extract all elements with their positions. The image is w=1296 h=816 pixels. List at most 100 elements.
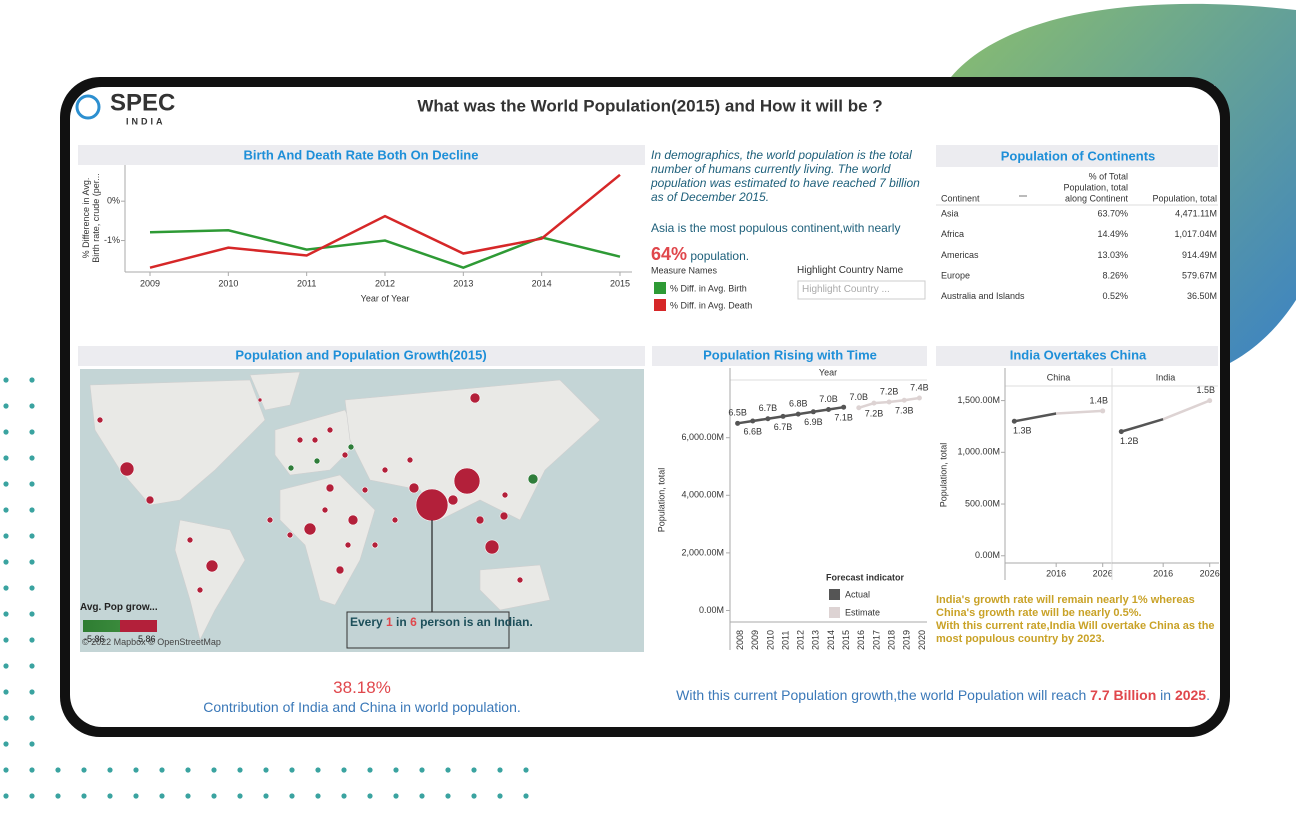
- dot: [445, 767, 451, 773]
- value-label: 6.8B: [789, 398, 808, 408]
- value-label: 7.4B: [910, 382, 929, 392]
- bubble: [296, 436, 304, 444]
- highlight: 7.7 Billion: [1090, 687, 1157, 703]
- dot: [29, 429, 35, 435]
- dot: [3, 663, 9, 669]
- x-tick-label: 2010: [218, 278, 238, 288]
- bubble: [406, 456, 414, 464]
- x-tick-label: 2011: [297, 278, 316, 288]
- legend-max: 5.86: [138, 634, 156, 644]
- value-label: 7.0B: [850, 392, 869, 402]
- point: [886, 399, 892, 405]
- legend-label: % Diff. in Avg. Death: [670, 300, 752, 310]
- point: [810, 409, 816, 415]
- dot: [29, 715, 35, 721]
- x-tick-label: 2009: [140, 278, 160, 288]
- legend-swatch: [654, 282, 666, 294]
- x-tick-label: 2026: [1093, 568, 1113, 578]
- y-tick-label: 0%: [107, 196, 120, 206]
- search-box[interactable]: [797, 280, 926, 300]
- bubble: [347, 443, 355, 451]
- text: .: [1206, 687, 1210, 703]
- bubble: [391, 516, 399, 524]
- x-tick-label: 2011: [780, 631, 790, 650]
- dot: [81, 793, 87, 799]
- table-cell: 14.49%: [1097, 229, 1128, 239]
- highlight: 6: [410, 615, 417, 629]
- x-tick-label: 2020: [917, 630, 927, 650]
- y-axis-label-line: Birth rate, crude (per...: [91, 173, 101, 263]
- x-tick-label: 2016: [1153, 568, 1173, 578]
- dot: [29, 585, 35, 591]
- y-tick-label: 6,000.00M: [681, 432, 724, 442]
- x-tick-label: 2014: [826, 630, 836, 650]
- dot: [185, 793, 191, 799]
- column-header: Population, total: [1152, 193, 1217, 203]
- value-label: 6.7B: [774, 422, 793, 432]
- bubble: [415, 488, 449, 522]
- x-tick-label: 2014: [532, 278, 552, 288]
- dot: [3, 611, 9, 617]
- series-line: [1014, 412, 1057, 423]
- bubble: [469, 392, 481, 404]
- dot: [29, 741, 35, 747]
- bubble: [286, 531, 294, 539]
- note-line: India's growth rate will remain nearly 1…: [936, 594, 1195, 619]
- dot: [341, 793, 347, 799]
- bubble: [326, 426, 334, 434]
- dot: [29, 507, 35, 513]
- legend-swatch: [654, 299, 666, 311]
- chart-title: Birth And Death Rate Both On Decline: [244, 147, 479, 162]
- dot: [55, 767, 61, 773]
- bubble: [145, 495, 155, 505]
- callout-text: Every 1 in 6 person is an Indian.: [350, 615, 533, 630]
- panel-header: [78, 346, 645, 366]
- table-cell: 13.03%: [1097, 250, 1128, 260]
- panel-header: [936, 346, 1218, 366]
- x-tick-label: 2013: [811, 630, 821, 650]
- bubble: [311, 436, 319, 444]
- dot: [29, 377, 35, 383]
- page-title: What was the World Population(2015) and …: [417, 96, 882, 115]
- legend-title: Measure Names: [651, 265, 718, 275]
- table-title: Population of Continents: [1001, 148, 1156, 163]
- series-line: [149, 173, 621, 269]
- dot: [159, 793, 165, 799]
- text: in: [392, 615, 411, 629]
- point: [871, 400, 877, 406]
- dot: [263, 793, 269, 799]
- x-tick-label: 2017: [871, 630, 881, 650]
- asia-text: Asia is the most populous continent,with…: [651, 221, 901, 235]
- dot: [29, 403, 35, 409]
- panel-title: Population and Population Growth(2015): [235, 347, 486, 362]
- legend-gradient: [83, 620, 157, 632]
- dot: [3, 481, 9, 487]
- dot: [3, 585, 9, 591]
- dot: [29, 481, 35, 487]
- y-axis-label-line: % Difference in Avg.: [81, 178, 91, 259]
- bubble: [447, 494, 459, 506]
- y-tick-label: 4,000.00M: [681, 490, 724, 500]
- panel-header: [652, 346, 927, 366]
- chart-title: Population Rising with Time: [703, 347, 877, 362]
- text: With this current Population growth,the …: [676, 687, 1091, 703]
- dot: [3, 715, 9, 721]
- search-placeholder[interactable]: Highlight Country ...: [802, 284, 890, 295]
- dot: [3, 793, 9, 799]
- table-cell: Africa: [941, 229, 964, 239]
- text: in: [1156, 687, 1175, 703]
- y-tick-label: 2,000.00M: [681, 547, 724, 557]
- contribution-value: 38.18%: [333, 678, 391, 697]
- bubble: [475, 515, 485, 525]
- dot: [237, 767, 243, 773]
- x-axis-label: Year of Year: [361, 293, 410, 303]
- decor-dots: [3, 377, 529, 799]
- legend-title: Forecast indicator: [826, 572, 905, 582]
- dot: [419, 793, 425, 799]
- dot: [289, 793, 295, 799]
- dot: [81, 767, 87, 773]
- bubble: [287, 464, 295, 472]
- map: [80, 369, 644, 652]
- value-label: 1.2B: [1120, 436, 1139, 446]
- bubble: [186, 536, 194, 544]
